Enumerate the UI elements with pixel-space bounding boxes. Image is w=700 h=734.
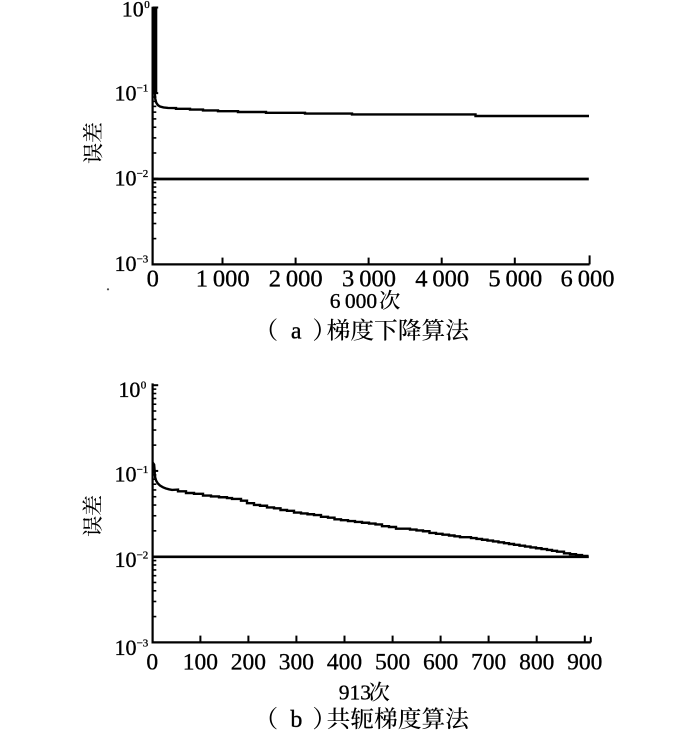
svg-text:10: 10 [115, 251, 137, 276]
svg-text:10: 10 [122, 0, 144, 22]
svg-text:600: 600 [423, 649, 458, 675]
svg-text:0: 0 [146, 649, 158, 675]
svg-text:10: 10 [115, 547, 137, 572]
svg-text:2 000: 2 000 [269, 266, 323, 293]
svg-text:−2: −2 [137, 550, 149, 562]
svg-text:900: 900 [567, 649, 602, 675]
svg-text:0: 0 [141, 379, 147, 391]
svg-text:1 000: 1 000 [196, 266, 250, 293]
svg-text:3 000: 3 000 [342, 266, 396, 293]
svg-text:6 000: 6 000 [330, 289, 377, 313]
svg-text:10: 10 [115, 80, 137, 105]
svg-text:500: 500 [375, 649, 410, 675]
svg-text:6 000: 6 000 [561, 266, 615, 293]
svg-text:−3: −3 [137, 637, 149, 649]
svg-text:700: 700 [471, 649, 506, 675]
svg-text:200: 200 [231, 649, 266, 675]
svg-text:10: 10 [115, 165, 137, 190]
svg-text:10: 10 [115, 461, 137, 486]
svg-text:4 000: 4 000 [415, 266, 469, 293]
svg-text:b: b [290, 707, 302, 733]
svg-text:−3: −3 [137, 253, 149, 265]
svg-text:100: 100 [183, 649, 218, 675]
svg-text:10: 10 [115, 635, 137, 660]
svg-text:−2: −2 [137, 168, 149, 180]
svg-text:10: 10 [118, 377, 140, 402]
svg-text:−1: −1 [137, 83, 149, 95]
svg-text:0: 0 [144, 0, 150, 11]
svg-text:5 000: 5 000 [488, 266, 542, 293]
svg-text:−1: −1 [137, 464, 149, 476]
svg-text:913: 913 [339, 681, 371, 705]
svg-text:a: a [291, 319, 302, 345]
svg-text:0: 0 [147, 266, 159, 293]
svg-text:300: 300 [279, 649, 314, 675]
svg-text:400: 400 [327, 649, 362, 675]
svg-text:800: 800 [519, 649, 554, 675]
